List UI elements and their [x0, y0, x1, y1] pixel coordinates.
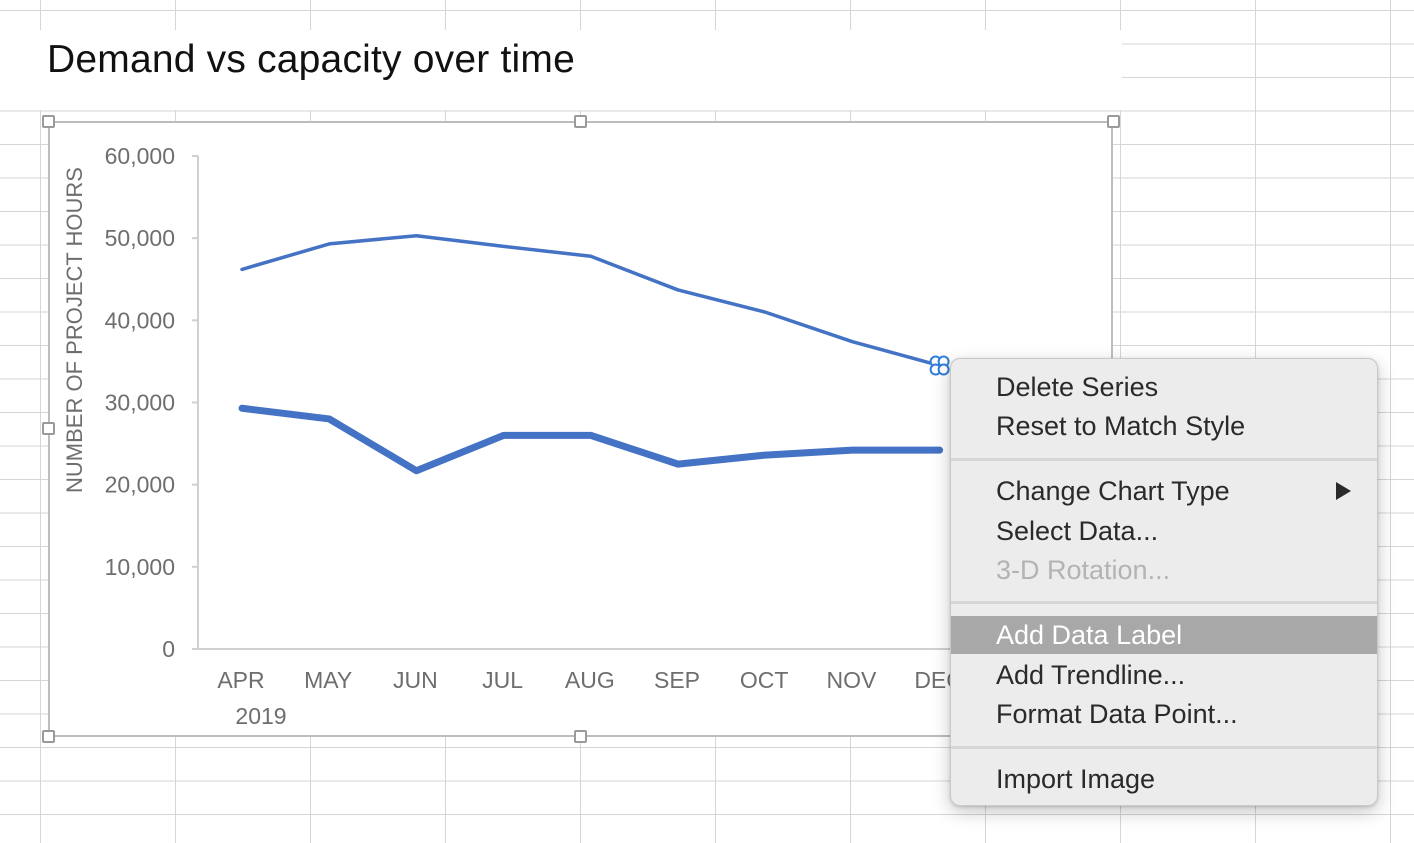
menu-item-3d-rotation: 3-D Rotation...	[996, 555, 1171, 585]
x-tick-label: AUG	[565, 667, 615, 693]
x-tick-sublabel: 2019	[235, 703, 286, 729]
context-menu: Delete Series Reset to Match Style Chang…	[950, 358, 1378, 806]
data-point	[676, 462, 680, 466]
x-tick-label: OCT	[740, 667, 789, 693]
menu-item-format-data-point[interactable]: Format Data Point...	[996, 699, 1238, 729]
resize-handle-top-left[interactable]	[42, 115, 55, 128]
selected-point-marker-icon	[929, 355, 950, 376]
data-point	[327, 242, 331, 246]
data-point	[938, 448, 942, 452]
x-tick-label: SEP	[654, 667, 700, 693]
series-line-2[interactable]	[238, 404, 944, 475]
data-point	[240, 267, 244, 271]
resize-handle-bottom-left[interactable]	[42, 730, 55, 743]
menu-item-add-data-label[interactable]: Add Data Label	[951, 616, 1377, 654]
menu-separator	[951, 746, 1377, 749]
data-point	[589, 254, 593, 258]
y-tick-label: 30,000	[105, 390, 175, 416]
y-tick-label: 0	[162, 636, 175, 662]
selection-handle-dot	[937, 363, 950, 376]
menu-item-import-image[interactable]: Import Image	[996, 764, 1156, 794]
data-point	[240, 406, 244, 410]
menu-item-delete-series[interactable]: Delete Series	[996, 372, 1159, 402]
resize-handle-top-middle[interactable]	[574, 115, 587, 128]
data-point	[414, 469, 418, 473]
data-point	[763, 453, 767, 457]
data-point	[414, 234, 418, 238]
menu-item-change-chart-type[interactable]: Change Chart Type	[951, 472, 1377, 510]
data-point	[327, 417, 331, 421]
menu-item-select-data[interactable]: Select Data...	[996, 516, 1159, 546]
chart-series[interactable]	[238, 233, 944, 475]
y-tick-label: 60,000	[105, 143, 175, 169]
menu-item-reset-to-match-style[interactable]: Reset to Match Style	[996, 411, 1246, 441]
title-area	[0, 30, 1122, 110]
resize-handle-top-right[interactable]	[1107, 115, 1120, 128]
data-point	[502, 244, 506, 248]
y-tick-label: 20,000	[105, 472, 175, 498]
x-tick-label: JUL	[482, 667, 523, 693]
data-point	[676, 288, 680, 292]
data-point	[850, 448, 854, 452]
data-point	[589, 433, 593, 437]
data-point	[502, 433, 506, 437]
chart-object[interactable]	[48, 121, 1113, 737]
selection-markers	[929, 355, 950, 376]
x-tick-label: MAY	[304, 667, 352, 693]
menu-separator	[951, 601, 1377, 604]
y-tick-label: 40,000	[105, 307, 175, 333]
x-tick-label: NOV	[826, 667, 877, 693]
resize-handle-bottom-middle[interactable]	[574, 730, 587, 743]
data-point	[850, 340, 854, 344]
y-tick-label: 10,000	[105, 554, 175, 580]
x-tick-label: APR	[217, 667, 264, 693]
series-line-1[interactable]	[240, 233, 942, 368]
y-axis-title: NUMBER OF PROJECT HOURS	[62, 167, 87, 493]
resize-handle-middle-left[interactable]	[42, 422, 55, 435]
submenu-arrow-icon	[1336, 482, 1351, 500]
x-tick-label: JUN	[393, 667, 438, 693]
chart-title[interactable]: Demand vs capacity over time	[47, 38, 575, 81]
menu-separator	[951, 458, 1377, 461]
menu-item-add-trendline[interactable]: Add Trendline...	[996, 660, 1186, 690]
data-point	[763, 310, 767, 314]
y-tick-label: 50,000	[105, 225, 175, 251]
